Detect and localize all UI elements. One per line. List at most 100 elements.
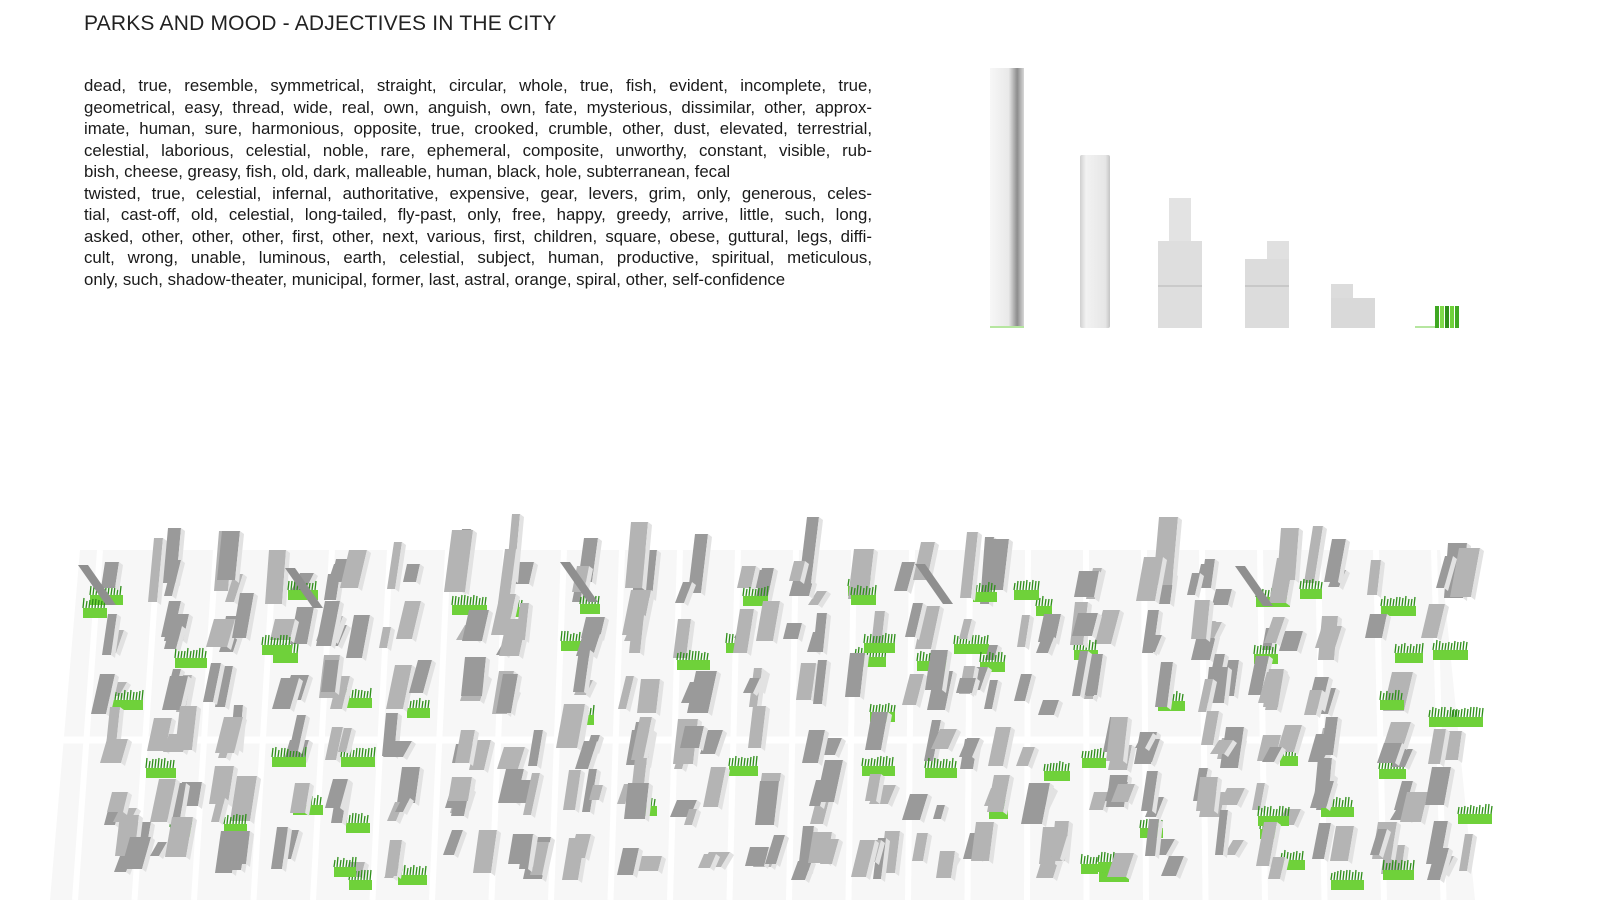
building-side [111,614,121,658]
building-side [834,760,847,805]
building [290,607,314,644]
building [700,730,723,754]
park-patch [1395,653,1423,663]
building [871,611,885,647]
grass-tuft [88,599,91,609]
building-side [234,574,247,605]
grass-tuft [977,634,980,645]
building-side [875,840,885,865]
grass-tuft [1412,859,1415,871]
grass-tuft [997,651,1000,663]
building-side [992,680,1002,712]
park-patch [273,653,298,663]
building-side [1237,788,1249,808]
grass-tuft [1347,796,1350,808]
building [1377,743,1402,763]
building [905,603,923,637]
building [1263,669,1284,707]
building-side [747,609,758,656]
grass-tuft [264,634,267,646]
building-side [818,730,829,766]
park-patch [272,757,306,767]
building [756,601,780,641]
grass-tuft [296,643,299,654]
grass-tuft [1438,640,1441,651]
building-side [798,623,806,642]
grass-tuft [292,749,295,758]
building-side [482,657,490,699]
building-side [593,634,604,659]
grass-tuft [1003,654,1006,663]
grass-tuft [1260,807,1263,817]
building [512,780,535,803]
building [496,674,518,713]
grass-tuft [1378,761,1381,770]
grass-tuft [748,586,751,597]
grass-tuft [1410,598,1413,607]
building [147,718,172,751]
street [726,549,741,900]
building-side [701,534,712,596]
grass-tuft [853,587,856,596]
grass-tuft [295,749,298,758]
building [956,678,976,693]
grass-tuft [1475,806,1478,815]
building-side [585,834,595,861]
building [1141,771,1158,811]
building [1210,740,1233,754]
grass-tuft [363,869,366,881]
grass-tuft [357,870,360,881]
grass-tuft [1139,819,1142,829]
building [865,774,881,801]
grass-tuft [274,746,277,758]
grass-tuft [1109,853,1112,863]
building-side [710,854,720,871]
park-patch [1036,606,1052,616]
building [573,650,590,692]
building [624,783,649,819]
building-side [761,706,770,751]
grass-tuft [1385,862,1388,871]
grass-tuft [1380,598,1383,607]
grass-tuft [1395,596,1398,607]
mid-tower-block [1080,155,1110,328]
grass-tuft [1446,709,1449,718]
building-side [1440,729,1450,767]
building-side [1195,573,1204,598]
grass-tuft [1100,851,1103,863]
building [913,542,935,580]
grass-tuft [1172,693,1175,702]
grass-tuft [189,650,192,659]
building [1427,848,1449,880]
grass-tuft [975,584,978,593]
building-side [822,660,831,707]
grass-tuft [939,760,942,769]
building [530,842,549,875]
grass-tuft [1382,859,1385,871]
park-patch [954,644,989,654]
building [455,730,475,763]
building-side [1444,767,1455,808]
street [1024,549,1031,900]
grass-tuft [1067,762,1070,772]
building-side [1025,615,1034,650]
grass-tuft [924,760,927,769]
park-patch [349,880,372,890]
grass-tuft [415,699,418,709]
grass-tuft [874,584,877,596]
building [497,747,525,769]
building [338,728,352,752]
park-patch [561,641,588,651]
park-patch [925,768,957,778]
grass-tuft [887,702,890,713]
building-side [575,770,585,813]
grass-tuft [728,633,731,644]
building [271,827,288,869]
grass-tuft [766,585,769,597]
building-side [881,838,890,882]
grass-tuft [1447,641,1450,651]
grass-tuft [1475,706,1478,718]
grass-tuft [928,652,931,662]
grass-tuft [1388,862,1391,871]
grass-tuft [1434,707,1437,718]
